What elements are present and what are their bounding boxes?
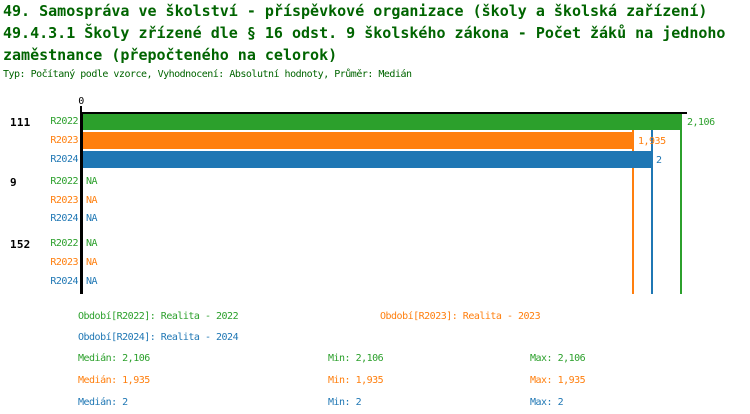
stat-min-r2024: Min: 2 bbox=[328, 397, 362, 408]
page-title-line-2: 49.4.3.1 Školy zřízené dle § 16 odst. 9 … bbox=[3, 24, 726, 42]
stat-median-r2024: Medián: 2 bbox=[78, 397, 128, 408]
na-value-g9-r2023: NA bbox=[86, 195, 98, 206]
bar-group-111-r2023 bbox=[83, 132, 633, 149]
x-axis-zero-label: 0 bbox=[78, 96, 84, 107]
median-line-r2024 bbox=[651, 112, 653, 294]
na-value-g9-r2024: NA bbox=[86, 213, 98, 224]
na-value-g152-r2022: NA bbox=[86, 238, 98, 249]
row-label-g152-r2024: R2024 bbox=[50, 276, 78, 287]
row-label-g111-r2023: R2023 bbox=[50, 135, 78, 146]
na-value-g9-r2022: NA bbox=[86, 176, 98, 187]
stat-min-r2023: Min: 1,935 bbox=[328, 375, 384, 386]
chart-meta-line: Typ: Počítaný podle vzorce, Vyhodnocení:… bbox=[3, 69, 412, 80]
stat-max-r2022: Max: 2,106 bbox=[530, 353, 586, 364]
bar-value-label-r2024: 2 bbox=[656, 155, 662, 166]
page-title-line-1: 49. Samospráva ve školství - příspěvkové… bbox=[3, 2, 708, 20]
bar-group-111-r2024 bbox=[83, 151, 652, 168]
row-label-g152-r2023: R2023 bbox=[50, 257, 78, 268]
na-value-g152-r2024: NA bbox=[86, 276, 98, 287]
page-title-line-3: zaměstnance (přepočteného na celorok) bbox=[3, 46, 338, 64]
legend-item-r2024: Období[R2024]: Realita - 2024 bbox=[78, 332, 239, 343]
row-label-g9-r2023: R2023 bbox=[50, 195, 78, 206]
row-label-g9-r2022: R2022 bbox=[50, 176, 78, 187]
row-label-g111-r2024: R2024 bbox=[50, 154, 78, 165]
stat-min-r2022: Min: 2,106 bbox=[328, 353, 384, 364]
group-label-152: 152 bbox=[10, 238, 31, 251]
stat-median-r2022: Medián: 2,106 bbox=[78, 353, 150, 364]
legend-item-r2023: Období[R2023]: Realita - 2023 bbox=[380, 311, 541, 322]
bar-group-111-r2022 bbox=[83, 113, 682, 130]
x-axis-top-line bbox=[80, 112, 687, 114]
median-line-r2023 bbox=[632, 112, 634, 294]
stat-median-r2023: Medián: 1,935 bbox=[78, 375, 150, 386]
group-label-111: 111 bbox=[10, 116, 31, 129]
bar-value-label-r2022: 2,106 bbox=[687, 117, 715, 128]
legend-item-r2022: Období[R2022]: Realita - 2022 bbox=[78, 311, 239, 322]
stat-max-r2023: Max: 1,935 bbox=[530, 375, 586, 386]
row-label-g9-r2024: R2024 bbox=[50, 213, 78, 224]
na-value-g152-r2023: NA bbox=[86, 257, 98, 268]
median-line-r2022 bbox=[680, 112, 682, 294]
group-label-9: 9 bbox=[10, 176, 17, 189]
y-axis-line bbox=[80, 112, 83, 294]
stat-max-r2024: Max: 2 bbox=[530, 397, 564, 408]
x-axis-tick bbox=[80, 106, 82, 112]
row-label-g111-r2022: R2022 bbox=[50, 116, 78, 127]
row-label-g152-r2022: R2022 bbox=[50, 238, 78, 249]
bar-value-label-r2023: 1,935 bbox=[638, 136, 666, 147]
